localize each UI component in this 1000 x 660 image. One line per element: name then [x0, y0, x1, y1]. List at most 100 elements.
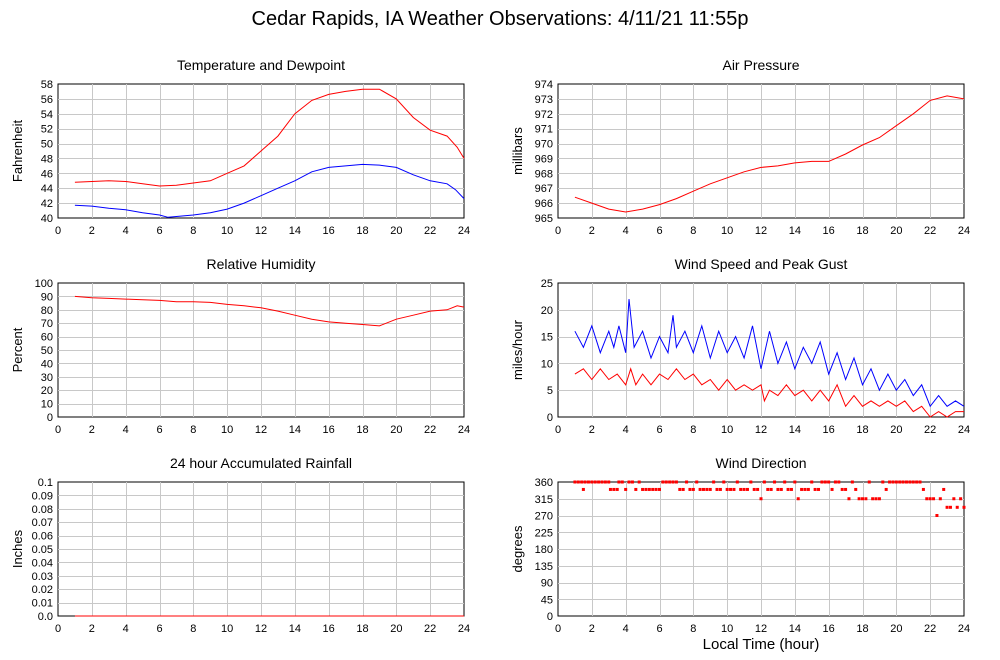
data-point: [708, 487, 712, 491]
x-tick-label: 10: [221, 424, 233, 436]
data-point: [695, 480, 699, 484]
x-tick-label: 4: [623, 424, 629, 436]
data-point: [888, 480, 892, 484]
data-point: [857, 497, 861, 501]
y-tick-label: 80: [41, 305, 53, 317]
data-point: [627, 480, 631, 484]
data-point: [840, 487, 844, 491]
data-point: [847, 497, 851, 501]
data-point: [901, 480, 905, 484]
x-tick-label: 12: [255, 225, 267, 237]
x-tick-label: 6: [656, 623, 662, 635]
data-point: [861, 497, 864, 501]
data-point: [803, 487, 807, 491]
y-tick-label: 180: [535, 544, 553, 556]
data-point: [806, 487, 810, 491]
panel-title: Wind Direction: [715, 455, 806, 471]
y-tick-label: 0.09: [32, 490, 53, 502]
data-point: [932, 497, 936, 501]
x-tick-label: 8: [190, 424, 196, 436]
data-point: [658, 487, 661, 491]
y-tick-label: 0: [547, 412, 553, 424]
data-point: [600, 480, 604, 484]
y-tick-label: 10: [41, 399, 53, 411]
data-point: [576, 480, 580, 484]
data-point: [712, 480, 716, 484]
x-tick-label: 24: [458, 225, 470, 237]
y-tick-label: 52: [41, 124, 53, 136]
x-tick-label: 24: [958, 424, 970, 436]
x-tick-label: 12: [755, 225, 767, 237]
y-tick-label: 965: [535, 213, 553, 225]
data-point: [925, 497, 929, 501]
data-point: [769, 487, 773, 491]
y-tick-label: 0: [47, 412, 53, 424]
data-point: [928, 497, 932, 501]
panel-title: Relative Humidity: [207, 256, 316, 272]
data-point: [603, 480, 607, 484]
series-line: [74, 163, 465, 218]
data-point: [786, 487, 790, 491]
x-tick-label: 16: [323, 623, 335, 635]
data-point: [620, 480, 624, 484]
y-tick-label: 40: [41, 358, 53, 370]
y-tick-label: 5: [547, 385, 553, 397]
x-tick-label: 16: [823, 225, 835, 237]
data-point: [915, 480, 919, 484]
y-tick-label: 0.05: [32, 544, 53, 556]
y-tick-label: 315: [535, 494, 553, 506]
data-point: [634, 487, 638, 491]
data-point: [837, 480, 841, 484]
y-tick-label: 70: [41, 318, 53, 330]
x-tick-label: 14: [789, 623, 801, 635]
data-point: [590, 480, 594, 484]
x-tick-label: 10: [721, 623, 733, 635]
y-tick-label: 970: [535, 139, 553, 151]
y-tick-label: 0.01: [32, 598, 53, 610]
x-tick-label: 10: [221, 225, 233, 237]
x-tick-label: 22: [924, 424, 936, 436]
data-point: [612, 487, 616, 491]
data-point: [668, 480, 672, 484]
y-tick-label: 54: [41, 109, 53, 121]
series-line: [574, 299, 965, 408]
data-point: [617, 480, 621, 484]
data-point: [877, 497, 881, 501]
x-tick-label: 14: [789, 225, 801, 237]
data-point: [685, 480, 689, 484]
x-tick-label: 6: [156, 225, 162, 237]
data-point: [796, 497, 800, 501]
x-tick-label: 16: [823, 424, 835, 436]
x-tick-label: 6: [656, 424, 662, 436]
x-tick-label: 2: [589, 424, 595, 436]
y-tick-label: 90: [541, 578, 553, 590]
x-tick-label: 6: [656, 225, 662, 237]
x-tick-label: 0: [55, 623, 61, 635]
y-tick-label: 969: [535, 153, 553, 165]
x-tick-label: 2: [589, 623, 595, 635]
chart-panel: 0 2 4 6 8 10 12 14 16 18 20 22 240459013518022527031…: [510, 455, 970, 635]
data-point: [881, 480, 885, 484]
data-point: [783, 480, 787, 484]
y-tick-label: 50: [41, 345, 53, 357]
data-point: [773, 480, 777, 484]
x-tick-label: 0: [55, 424, 61, 436]
y-tick-label: 56: [41, 94, 53, 106]
panel-title: Air Pressure: [722, 57, 799, 73]
x-tick-label: 10: [721, 225, 733, 237]
data-point: [918, 480, 922, 484]
y-tick-label: 0.04: [32, 557, 53, 569]
data-point: [580, 480, 584, 484]
data-point: [850, 480, 854, 484]
data-point: [688, 487, 692, 491]
data-point: [749, 480, 753, 484]
x-tick-label: 18: [356, 225, 368, 237]
data-point: [715, 487, 719, 491]
data-point: [637, 480, 641, 484]
y-tick-label: 40: [41, 213, 53, 225]
data-point: [793, 480, 797, 484]
data-point: [586, 480, 590, 484]
data-point: [884, 487, 888, 491]
panel-title: Temperature and Dewpoint: [177, 57, 345, 73]
chart-title: Cedar Rapids, IA Weather Observations: 4…: [251, 8, 749, 30]
